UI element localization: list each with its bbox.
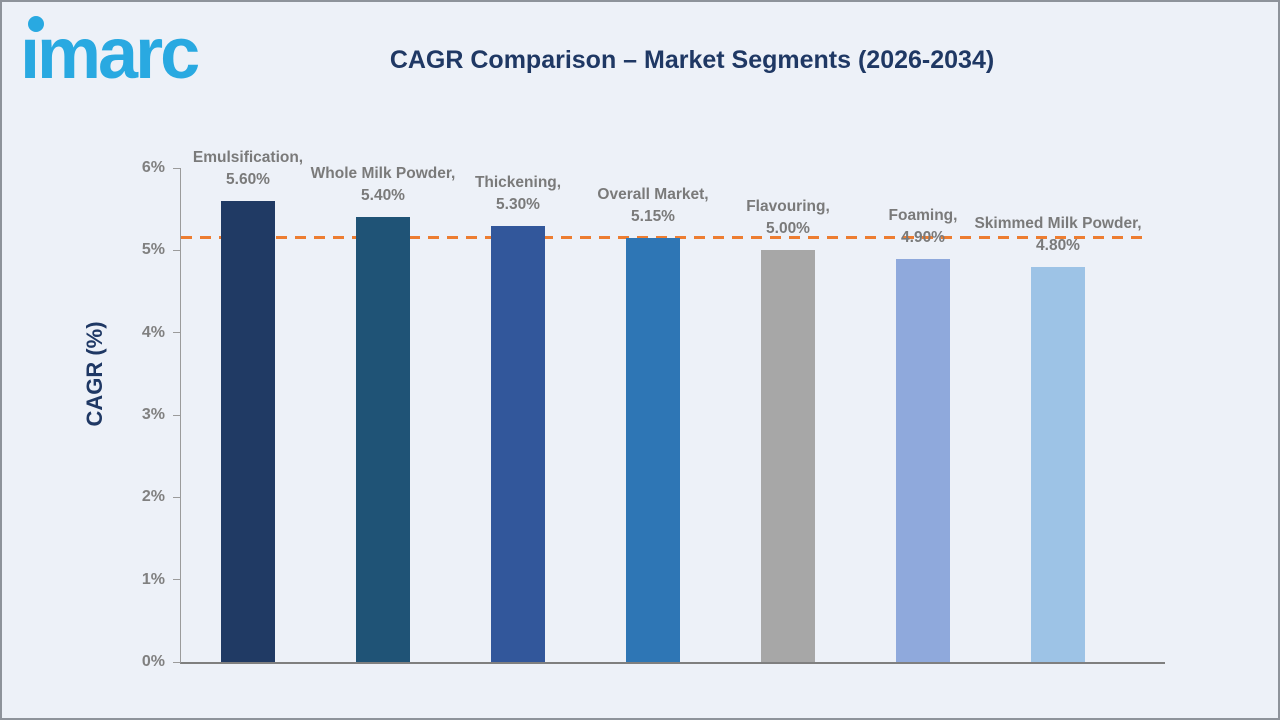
bar-label-line: Flavouring, <box>746 198 830 216</box>
bar-emulsification <box>221 200 275 662</box>
y-axis-tick-label: 4% <box>141 323 165 341</box>
bar-label-line: 4.90% <box>901 228 945 246</box>
bar-label-line: Emulsification, <box>192 148 304 166</box>
bar-label-line: Whole Milk Powder, <box>310 165 456 183</box>
bar-label-line: 5.60% <box>226 170 270 188</box>
bar-label-skimmed-milk-powder: Skimmed Milk Powder, 4.80% <box>943 213 1173 257</box>
bar-label-line: 5.30% <box>496 195 540 213</box>
y-axis-tick-label: 0% <box>141 653 165 670</box>
bar-foaming <box>896 258 950 662</box>
y-axis-tick <box>173 414 180 416</box>
y-axis-title: CAGR (%) <box>82 321 107 427</box>
bar-flavouring <box>761 250 815 662</box>
bar-label-line: 5.15% <box>631 207 675 225</box>
y-axis-tick-label: 1% <box>141 570 165 588</box>
bar-label-line: Skimmed Milk Powder, <box>974 214 1142 232</box>
bar-label-flavouring: Flavouring, 5.00% <box>673 196 903 240</box>
y-axis-tick <box>173 496 180 498</box>
bar-whole-milk-powder <box>356 217 410 662</box>
y-axis-tick <box>173 579 180 581</box>
chart-title: CAGR Comparison – Market Segments (2026-… <box>389 46 995 74</box>
y-axis-tick <box>173 661 180 663</box>
bar-label-overall-market: Overall Market, 5.15% <box>538 184 768 228</box>
bar-label-line: 4.80% <box>1036 236 1080 254</box>
bar-label-foaming: Foaming, 4.90% <box>808 205 1038 249</box>
imarc-logo: ımarc <box>20 12 220 96</box>
bar-label-line: Foaming, <box>888 206 958 224</box>
y-axis-tick <box>173 249 180 251</box>
bar-overall-market <box>626 237 680 662</box>
bar-label-whole-milk-powder: Whole Milk Powder, 5.40% <box>268 163 498 207</box>
bar-label-line: 5.00% <box>766 220 810 238</box>
bar-label-line: Thickening, <box>474 173 562 191</box>
bar-label-line: Overall Market, <box>597 185 709 203</box>
y-axis-tick-label: 6% <box>141 159 165 176</box>
bar-label-thickening: Thickening, 5.30% <box>403 172 633 216</box>
y-axis-tick-label: 3% <box>141 406 165 423</box>
y-axis-tick <box>173 332 180 334</box>
plot-area: 0% 1% 2% 3% 4% 5% 6% Emulsification, 5.60% Whole … <box>142 149 1165 670</box>
y-axis-tick-label: 5% <box>141 241 165 259</box>
bar-thickening <box>491 225 545 662</box>
logo-text: ımarc <box>20 14 200 94</box>
bar-label-line: 5.40% <box>361 187 405 205</box>
reference-dashed-line <box>181 236 1143 240</box>
bar-label-emulsification: Emulsification, 5.60% <box>133 147 363 191</box>
y-axis-tick <box>173 167 180 169</box>
bar-skimmed-milk-powder <box>1031 266 1085 662</box>
y-axis-tick-label: 2% <box>141 488 165 506</box>
logo-dot-icon <box>28 16 44 32</box>
